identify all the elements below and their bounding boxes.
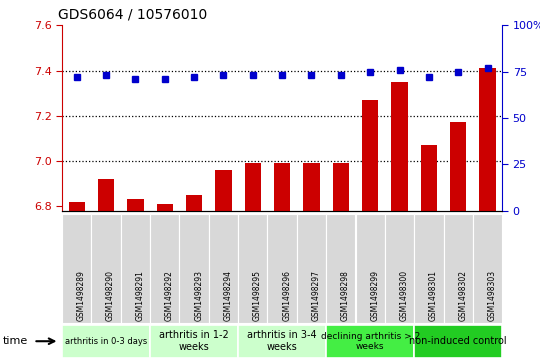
Text: GSM1498302: GSM1498302 — [458, 270, 467, 321]
Bar — [421, 145, 437, 211]
Text: GDS6064 / 10576010: GDS6064 / 10576010 — [58, 8, 207, 21]
Text: GSM1498294: GSM1498294 — [224, 270, 232, 321]
Bar — [186, 195, 202, 211]
Text: GSM1498290: GSM1498290 — [106, 270, 115, 321]
Bar — [150, 214, 179, 323]
Bar — [121, 214, 150, 323]
Bar — [392, 82, 408, 211]
Bar — [480, 68, 496, 211]
Bar — [215, 170, 232, 211]
Bar — [238, 214, 267, 323]
Text: arthritis in 0-3 days: arthritis in 0-3 days — [65, 337, 147, 346]
Text: GSM1498298: GSM1498298 — [341, 270, 350, 321]
Text: GSM1498291: GSM1498291 — [136, 270, 145, 321]
Text: GSM1498299: GSM1498299 — [370, 270, 379, 321]
Text: GSM1498289: GSM1498289 — [77, 270, 86, 321]
Text: declining arthritis > 2
weeks: declining arthritis > 2 weeks — [321, 331, 420, 351]
Bar — [150, 325, 238, 358]
Bar — [274, 163, 290, 211]
Bar — [62, 325, 150, 358]
Text: GSM1498297: GSM1498297 — [312, 270, 321, 321]
Bar — [69, 201, 85, 211]
Bar — [326, 214, 355, 323]
Bar — [385, 214, 414, 323]
Text: GSM1498303: GSM1498303 — [488, 270, 497, 321]
Bar — [297, 214, 326, 323]
Text: GSM1498293: GSM1498293 — [194, 270, 203, 321]
Bar — [98, 179, 114, 211]
Bar — [157, 204, 173, 211]
Bar — [62, 214, 91, 323]
Text: non-induced control: non-induced control — [409, 336, 507, 346]
Bar — [355, 214, 385, 323]
Bar — [267, 214, 297, 323]
Bar — [127, 199, 144, 211]
Text: GSM1498295: GSM1498295 — [253, 270, 262, 321]
Text: arthritis in 3-4
weeks: arthritis in 3-4 weeks — [247, 330, 317, 352]
Text: GSM1498301: GSM1498301 — [429, 270, 438, 321]
Bar — [414, 325, 502, 358]
Text: time: time — [3, 336, 28, 346]
Bar — [443, 214, 473, 323]
Bar — [473, 214, 502, 323]
Bar — [245, 163, 261, 211]
Bar — [179, 214, 209, 323]
Bar — [333, 163, 349, 211]
Bar — [362, 100, 378, 211]
Bar — [326, 325, 414, 358]
Bar — [303, 163, 320, 211]
Bar — [91, 214, 121, 323]
Text: arthritis in 1-2
weeks: arthritis in 1-2 weeks — [159, 330, 229, 352]
Text: GSM1498296: GSM1498296 — [282, 270, 291, 321]
Bar — [414, 214, 443, 323]
Text: GSM1498300: GSM1498300 — [400, 270, 409, 321]
Bar — [450, 122, 466, 211]
Text: GSM1498292: GSM1498292 — [165, 270, 174, 321]
Bar — [238, 325, 326, 358]
Bar — [209, 214, 238, 323]
